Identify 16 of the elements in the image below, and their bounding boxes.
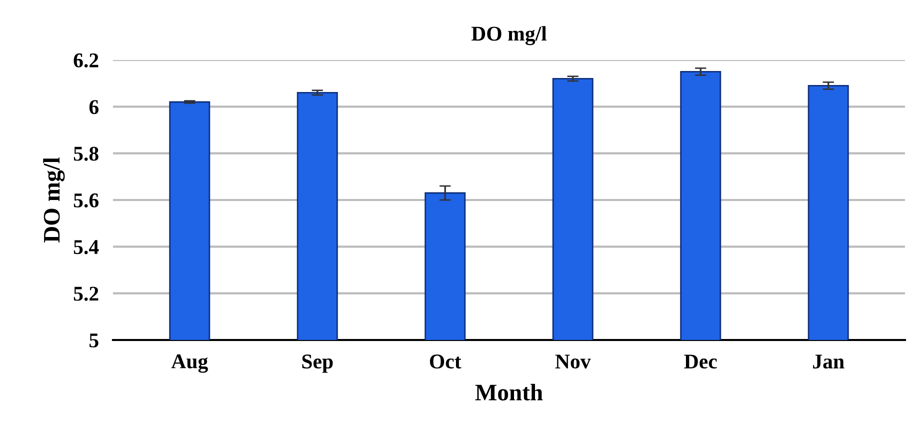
x-tick-label: Nov — [555, 354, 591, 369]
x-tick-label: Jan — [813, 354, 844, 369]
y-tick-label: 5.8 — [74, 146, 98, 161]
y-tick-label: 5.2 — [74, 286, 98, 301]
y-tick-label: 5.6 — [74, 193, 98, 208]
x-tick-label: Oct — [430, 354, 462, 369]
y-axis-title: DO mg/l — [43, 157, 65, 243]
y-tick-label: 6 — [89, 100, 98, 114]
x-axis-title: Month — [475, 384, 543, 401]
chart-title: DO mg/l — [471, 26, 547, 46]
x-tick-label: Dec — [684, 354, 717, 369]
y-tick-label: 6.2 — [74, 53, 98, 68]
y-tick-label: 5 — [90, 334, 98, 348]
x-tick-label: Sep — [302, 354, 333, 373]
y-tick-label: 5.4 — [74, 240, 99, 254]
x-tick-label: Aug — [171, 354, 208, 373]
